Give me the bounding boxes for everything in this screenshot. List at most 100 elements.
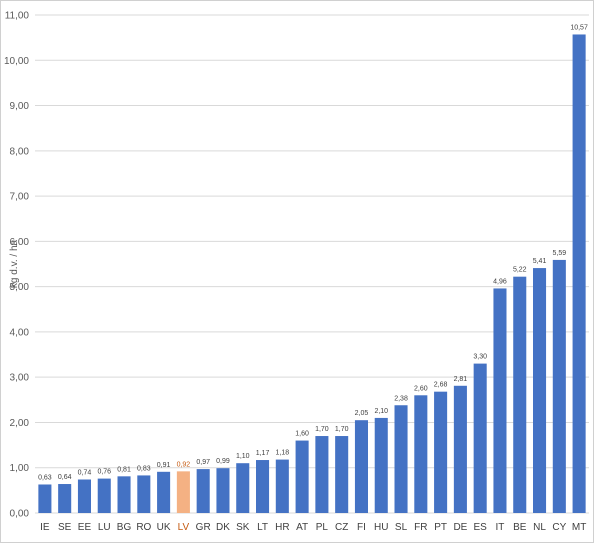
category-label-lu: LU: [98, 522, 111, 533]
y-tick-label: 1,00: [10, 463, 30, 474]
data-label-ee: 0,74: [78, 469, 92, 476]
category-label-hr: HR: [275, 522, 289, 533]
category-label-bg: BG: [117, 522, 132, 533]
category-label-cy: CY: [552, 522, 566, 533]
data-label-mt: 10,57: [570, 24, 588, 31]
bar-fr: [414, 395, 428, 513]
data-label-cz: 1,70: [335, 426, 349, 433]
data-label-es: 3,30: [473, 354, 487, 361]
data-label-pt: 2,68: [434, 382, 448, 389]
data-label-se: 0,64: [58, 474, 72, 481]
gridlines: [35, 14, 589, 514]
data-label-cy: 5,59: [553, 250, 567, 257]
category-label-it: IT: [496, 522, 505, 533]
data-label-sk: 1,10: [236, 453, 250, 460]
category-label-ee: EE: [78, 522, 92, 533]
bar-nl: [533, 268, 547, 513]
data-label-lt: 1,17: [256, 450, 270, 457]
bar-sk: [236, 463, 250, 513]
category-label-at: AT: [296, 522, 308, 533]
data-label-uk: 0,91: [157, 462, 171, 469]
category-label-cz: CZ: [335, 522, 348, 533]
category-label-pl: PL: [316, 522, 329, 533]
data-label-ro: 0,83: [137, 465, 151, 472]
data-label-dk: 0,99: [216, 458, 230, 465]
y-tick-label: 4,00: [10, 327, 30, 338]
data-label-be: 5,22: [513, 267, 527, 274]
bars: [38, 34, 586, 513]
y-axis-label: kg d.v. / ha: [9, 239, 20, 288]
category-label-hu: HU: [374, 522, 388, 533]
category-label-ro: RO: [136, 522, 151, 533]
data-label-nl: 5,41: [533, 258, 547, 265]
data-label-ie: 0,63: [38, 474, 52, 481]
category-label-dk: DK: [216, 522, 230, 533]
bar-lt: [256, 460, 270, 513]
category-label-lv: LV: [178, 522, 190, 533]
category-label-es: ES: [474, 522, 488, 533]
data-labels: 0,63 0,64 0,74 0,76 0,81 0,83 0,91 0,92 0,97 0,99…: [38, 24, 588, 481]
y-tick-label: 6,00: [10, 237, 30, 248]
bar-mt: [572, 34, 586, 513]
y-tick-label: 11,00: [5, 11, 30, 22]
y-tick-label: 5,00: [10, 282, 30, 293]
bar-de: [453, 385, 467, 513]
y-tick-label: 7,00: [10, 192, 30, 203]
data-label-hr: 1,18: [276, 450, 290, 457]
category-label-sl: SL: [395, 522, 408, 533]
x-axis-categories: IE SE EE LU BG RO UK LV GR DK SK LT HR AT PL CZ FI HU SL FR…: [40, 522, 586, 533]
data-label-lu: 0,76: [97, 469, 111, 476]
category-label-sk: SK: [236, 522, 250, 533]
bar-ie: [38, 484, 52, 513]
bar-it: [493, 288, 507, 513]
y-tick-label: 8,00: [10, 146, 30, 157]
y-tick-label: 9,00: [10, 101, 30, 112]
data-label-fr: 2,60: [414, 385, 428, 392]
bar-gr: [196, 469, 210, 513]
bar-bg: [117, 476, 131, 513]
bar-lv: [176, 471, 190, 513]
category-label-ie: IE: [40, 522, 50, 533]
bar-fi: [354, 420, 368, 513]
data-label-hu: 2,10: [374, 408, 388, 415]
bar-pt: [434, 391, 448, 513]
category-label-pt: PT: [434, 522, 447, 533]
bar-at: [295, 440, 309, 513]
bar-ee: [77, 479, 91, 513]
bar-sl: [394, 405, 408, 513]
category-label-lt: LT: [257, 522, 268, 533]
data-label-it: 4,96: [493, 278, 507, 285]
category-label-be: BE: [513, 522, 527, 533]
bar-lu: [97, 478, 111, 513]
y-tick-label: 2,00: [10, 418, 30, 429]
bar-hu: [374, 417, 388, 513]
data-label-pl: 1,70: [315, 426, 329, 433]
category-label-de: DE: [453, 522, 467, 533]
y-tick-label: 0,00: [10, 509, 30, 520]
data-label-gr: 0,97: [196, 459, 210, 466]
y-tick-label: 10,00: [4, 56, 29, 67]
category-label-fr: FR: [414, 522, 427, 533]
category-label-se: SE: [58, 522, 72, 533]
category-label-nl: NL: [533, 522, 546, 533]
bar-cz: [335, 436, 349, 513]
bar-ro: [137, 475, 151, 513]
y-tick-label: 3,00: [10, 373, 30, 384]
y-axis-ticks: 0,00 1,00 2,00 3,00 4,00 5,00 6,00 7,00 8,00 9,00…: [4, 11, 29, 520]
category-label-fi: FI: [357, 522, 366, 533]
category-label-uk: UK: [157, 522, 171, 533]
bar-se: [58, 484, 72, 513]
data-label-sl: 2,38: [394, 395, 408, 402]
bar-dk: [216, 468, 230, 513]
category-label-mt: MT: [572, 522, 586, 533]
bar-be: [513, 276, 527, 513]
data-label-de: 2,81: [454, 376, 468, 383]
data-label-fi: 2,05: [355, 410, 369, 417]
category-label-gr: GR: [196, 522, 211, 533]
bar-cy: [552, 259, 566, 513]
data-label-bg: 0,81: [117, 466, 131, 473]
bar-hr: [275, 459, 289, 513]
bar-uk: [157, 471, 171, 513]
